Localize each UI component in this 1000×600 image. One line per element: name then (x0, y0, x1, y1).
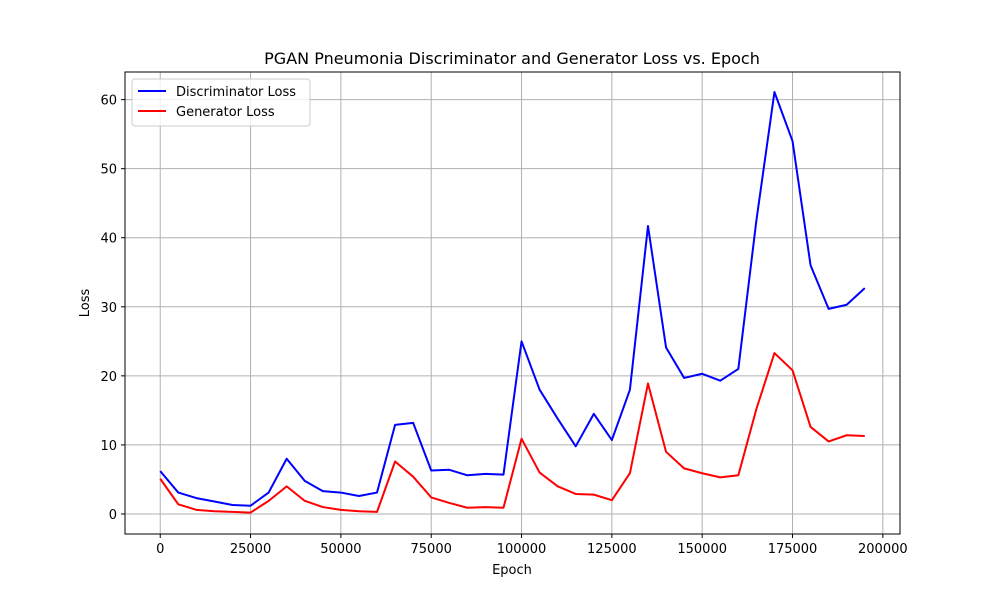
x-tick-label: 50000 (320, 542, 361, 557)
x-tick-label: 100000 (497, 542, 547, 557)
y-tick-label: 10 (100, 439, 117, 454)
y-tick-label: 20 (100, 370, 117, 385)
x-tick-label: 0 (156, 542, 164, 557)
x-axis-ticks: 0 25000 50000 75000 100000 125000 150000 175000… (156, 534, 908, 557)
legend-label-generator: Generator Loss (176, 105, 275, 120)
legend-label-discriminator: Discriminator Loss (176, 85, 296, 100)
plot-frame (124, 71, 901, 535)
legend-box (131, 78, 311, 127)
legend: Discriminator Loss Generator Loss (131, 78, 311, 127)
x-tick-label: 125000 (587, 542, 637, 557)
y-tick-label: 40 (100, 232, 117, 247)
y-tick-label: 60 (100, 94, 117, 109)
x-tick-label: 200000 (858, 542, 908, 557)
y-tick-label: 0 (109, 508, 117, 523)
series-line-generator-loss (159, 352, 865, 514)
series-lines (159, 91, 866, 514)
y-tick-label: 30 (100, 301, 117, 316)
y-tick-label: 50 (100, 163, 117, 178)
series-line-discriminator-loss (159, 91, 866, 507)
chart-title: PGAN Pneumonia Discriminator and Generat… (264, 49, 760, 68)
grid-lines (125, 72, 900, 534)
x-tick-label: 175000 (768, 542, 818, 557)
y-axis-label: Loss (78, 289, 93, 318)
x-axis-label: Epoch (492, 563, 532, 578)
x-tick-label: 150000 (677, 542, 727, 557)
y-axis-ticks: 0 10 20 30 40 50 60 (100, 94, 125, 523)
x-tick-label: 75000 (411, 542, 452, 557)
x-tick-label: 25000 (230, 542, 271, 557)
